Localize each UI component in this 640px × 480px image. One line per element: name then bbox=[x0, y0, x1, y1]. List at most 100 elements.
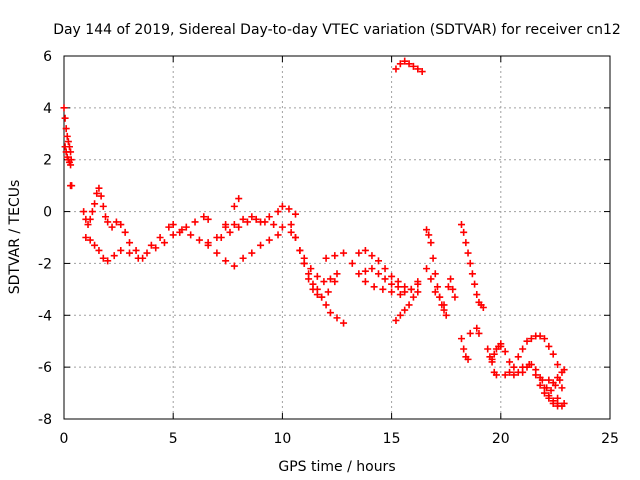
data-point bbox=[536, 381, 544, 389]
data-point bbox=[405, 60, 413, 68]
data-point bbox=[63, 132, 71, 140]
data-point bbox=[108, 223, 116, 231]
data-point bbox=[230, 262, 238, 270]
data-point bbox=[423, 226, 431, 234]
data-point bbox=[536, 374, 544, 382]
data-point bbox=[333, 314, 341, 322]
data-point bbox=[331, 278, 339, 286]
data-point bbox=[239, 215, 247, 223]
data-point bbox=[355, 249, 363, 257]
data-point bbox=[230, 221, 238, 229]
data-point bbox=[82, 234, 90, 241]
data-point bbox=[243, 218, 251, 226]
data-point bbox=[97, 192, 105, 200]
data-point bbox=[554, 394, 562, 402]
x-tick-label: 5 bbox=[169, 431, 178, 447]
data-point bbox=[300, 254, 308, 262]
data-point bbox=[431, 270, 439, 278]
data-point bbox=[110, 252, 118, 260]
plot-frame bbox=[63, 55, 611, 420]
data-point bbox=[257, 218, 265, 226]
data-point bbox=[425, 231, 433, 239]
data-point bbox=[549, 379, 557, 387]
y-tick-label: -4 bbox=[38, 308, 52, 324]
data-point bbox=[235, 195, 243, 203]
data-point bbox=[490, 350, 498, 358]
data-point bbox=[88, 208, 96, 216]
grid bbox=[64, 56, 610, 419]
data-point bbox=[252, 215, 260, 223]
data-point bbox=[429, 254, 437, 262]
y-tick-label: -6 bbox=[38, 360, 52, 376]
x-tick-label: 25 bbox=[601, 431, 619, 447]
data-point bbox=[121, 228, 129, 236]
data-point bbox=[418, 68, 426, 76]
data-point bbox=[191, 218, 199, 226]
data-point bbox=[292, 234, 300, 241]
data-point bbox=[95, 184, 103, 192]
data-point bbox=[61, 143, 69, 151]
data-point bbox=[248, 249, 256, 257]
data-point bbox=[447, 275, 455, 283]
data-point bbox=[147, 241, 155, 249]
data-point bbox=[401, 57, 409, 65]
data-point bbox=[333, 270, 341, 278]
data-point bbox=[104, 218, 112, 226]
x-tick-label: 15 bbox=[383, 431, 401, 447]
data-point bbox=[61, 114, 69, 122]
data-point bbox=[536, 332, 544, 340]
data-point bbox=[405, 301, 413, 309]
data-point bbox=[274, 208, 282, 216]
data-point bbox=[554, 374, 562, 382]
x-tick-label: 20 bbox=[492, 431, 510, 447]
data-point bbox=[527, 335, 535, 343]
data-point bbox=[204, 239, 212, 247]
data-point bbox=[93, 189, 101, 197]
data-point bbox=[457, 335, 465, 343]
data-point bbox=[540, 384, 548, 392]
data-point bbox=[287, 228, 295, 236]
data-point bbox=[278, 202, 286, 210]
data-point bbox=[274, 231, 282, 239]
data-point bbox=[510, 363, 518, 371]
data-point bbox=[545, 376, 553, 384]
data-point bbox=[488, 358, 496, 366]
data-point bbox=[340, 249, 348, 257]
y-tick-label: -8 bbox=[38, 412, 52, 428]
data-point bbox=[501, 371, 509, 379]
data-point bbox=[492, 371, 500, 379]
data-point bbox=[484, 345, 492, 353]
data-point bbox=[464, 355, 472, 363]
data-point bbox=[305, 275, 313, 283]
y-tick-label: -2 bbox=[38, 256, 52, 272]
data-point bbox=[178, 226, 186, 234]
data-point bbox=[409, 62, 417, 70]
data-point bbox=[104, 257, 112, 265]
data-point bbox=[322, 254, 330, 262]
data-point bbox=[451, 293, 459, 301]
data-point bbox=[473, 291, 481, 299]
data-point bbox=[381, 275, 389, 283]
data-point bbox=[427, 239, 435, 247]
data-point bbox=[296, 246, 304, 254]
data-point bbox=[392, 65, 400, 73]
y-axis-label: SDTVAR / TECUs bbox=[7, 180, 23, 295]
data-point bbox=[440, 301, 448, 309]
data-point bbox=[287, 221, 295, 229]
data-point bbox=[519, 345, 527, 353]
data-point bbox=[414, 278, 422, 286]
data-point bbox=[523, 337, 531, 345]
data-point bbox=[324, 288, 332, 296]
data-point bbox=[433, 283, 441, 291]
data-point bbox=[62, 148, 70, 156]
data-point bbox=[401, 288, 409, 296]
data-point bbox=[235, 223, 243, 231]
y-tick-label: 6 bbox=[43, 49, 52, 65]
data-point bbox=[265, 236, 273, 244]
data-point bbox=[545, 392, 553, 400]
data-point bbox=[442, 311, 450, 319]
x-axis-label: GPS time / hours bbox=[278, 459, 395, 475]
data-point bbox=[169, 231, 177, 239]
data-point bbox=[126, 239, 134, 247]
